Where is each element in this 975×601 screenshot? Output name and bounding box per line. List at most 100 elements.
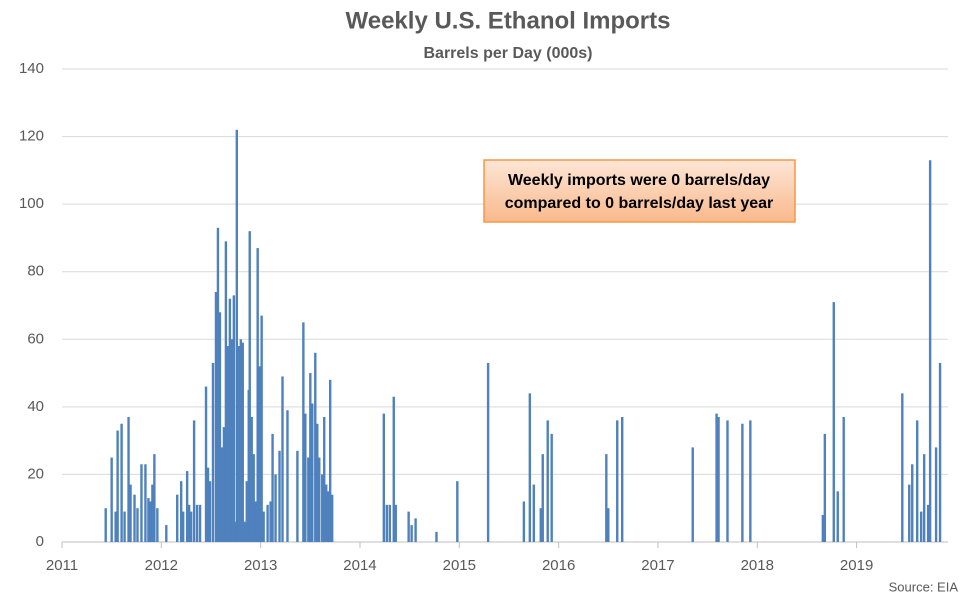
bar bbox=[185, 471, 189, 542]
bar bbox=[916, 420, 919, 542]
bar bbox=[266, 504, 269, 542]
bar bbox=[330, 494, 334, 542]
bar bbox=[328, 379, 332, 542]
bar bbox=[256, 248, 259, 543]
bar bbox=[605, 454, 608, 542]
bar bbox=[926, 504, 930, 542]
bar bbox=[607, 508, 610, 542]
bar bbox=[456, 481, 459, 542]
bar bbox=[541, 454, 544, 542]
bar bbox=[842, 416, 845, 542]
bar bbox=[114, 511, 117, 542]
bar bbox=[311, 403, 314, 542]
bar bbox=[156, 508, 159, 542]
bar bbox=[262, 511, 265, 542]
annotation: compared to 0 barrels/day last year bbox=[505, 195, 774, 212]
bar bbox=[220, 447, 224, 542]
bar bbox=[241, 342, 244, 542]
bar bbox=[532, 484, 536, 542]
bar bbox=[116, 430, 119, 542]
bar bbox=[394, 504, 397, 542]
bar bbox=[539, 508, 542, 542]
bar bbox=[316, 423, 319, 542]
bar bbox=[248, 231, 251, 542]
bar bbox=[281, 376, 284, 542]
bar bbox=[110, 457, 113, 542]
y-tick-label: 80 bbox=[27, 263, 44, 280]
bar bbox=[286, 410, 289, 542]
bar bbox=[195, 504, 199, 542]
bar bbox=[211, 362, 215, 542]
bar bbox=[104, 508, 107, 542]
bar bbox=[147, 498, 150, 542]
bar bbox=[232, 295, 236, 542]
bar bbox=[189, 511, 193, 542]
bar bbox=[144, 464, 147, 542]
bar bbox=[187, 504, 191, 542]
x-tick-label: 2019 bbox=[840, 557, 873, 574]
bar bbox=[928, 160, 932, 542]
bar bbox=[192, 420, 196, 542]
x-tick-label: 2016 bbox=[542, 557, 575, 574]
bar bbox=[715, 413, 718, 542]
bar bbox=[908, 484, 911, 542]
bar bbox=[486, 362, 490, 542]
y-tick-label: 40 bbox=[27, 398, 44, 415]
bar bbox=[133, 494, 136, 542]
bar bbox=[304, 413, 307, 542]
bar bbox=[307, 457, 310, 542]
bar bbox=[621, 416, 624, 542]
bar bbox=[129, 484, 132, 542]
x-tick-label: 2012 bbox=[145, 557, 178, 574]
bar bbox=[260, 315, 263, 542]
bar bbox=[198, 504, 202, 542]
annotation-box bbox=[483, 159, 796, 223]
bar bbox=[153, 454, 156, 542]
bar bbox=[123, 511, 126, 542]
bar bbox=[388, 504, 391, 542]
bar bbox=[410, 525, 413, 542]
bar bbox=[258, 366, 261, 542]
y-tick-label: 20 bbox=[27, 465, 44, 482]
bar bbox=[326, 491, 330, 542]
bar bbox=[181, 511, 185, 542]
bar bbox=[749, 420, 752, 542]
bar bbox=[237, 346, 241, 542]
bar bbox=[616, 420, 619, 542]
bar bbox=[911, 464, 914, 542]
source-note: Source: EIA bbox=[889, 579, 959, 594]
bar bbox=[296, 450, 299, 542]
bar bbox=[392, 396, 395, 542]
y-tick-label: 140 bbox=[19, 60, 44, 77]
x-tick-label: 2017 bbox=[641, 557, 674, 574]
bar bbox=[836, 491, 839, 542]
y-tick-label: 60 bbox=[27, 330, 44, 347]
bar bbox=[149, 501, 152, 542]
bar bbox=[901, 393, 904, 542]
x-tick-label: 2014 bbox=[343, 557, 376, 574]
bar bbox=[823, 433, 827, 542]
plot-area: 0 20 40 60 80 100 120 140 2011 2012 2013 2014 2015 20… bbox=[19, 60, 948, 574]
x-tick-label: 2011 bbox=[46, 557, 78, 574]
bar bbox=[278, 450, 281, 542]
bar bbox=[325, 484, 328, 542]
bar bbox=[938, 362, 942, 542]
bar bbox=[546, 420, 549, 542]
annotation: Weekly imports were 0 barrels/day bbox=[508, 172, 770, 189]
bar bbox=[717, 416, 720, 542]
bar bbox=[407, 511, 410, 542]
bar bbox=[214, 291, 218, 542]
bar bbox=[269, 501, 272, 542]
bar bbox=[691, 447, 694, 542]
bar bbox=[934, 447, 938, 542]
bar bbox=[206, 467, 210, 542]
bar bbox=[414, 518, 417, 542]
bar bbox=[528, 393, 532, 542]
bar bbox=[821, 514, 825, 542]
chart-subtitle: Barrels per Day (000s) bbox=[424, 45, 593, 62]
bar bbox=[245, 481, 248, 542]
bar bbox=[922, 454, 926, 542]
bar bbox=[120, 423, 123, 542]
bar bbox=[204, 386, 208, 542]
